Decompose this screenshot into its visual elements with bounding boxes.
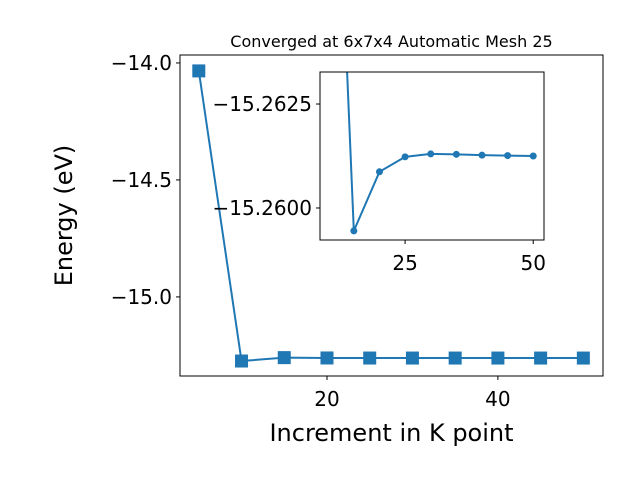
x-tick-label: 20 (314, 387, 339, 411)
marker (192, 64, 206, 78)
x-tick-label: 25 (392, 251, 417, 275)
x-tick-label: 50 (521, 251, 546, 275)
marker (350, 227, 358, 235)
marker (427, 150, 435, 158)
marker (235, 354, 249, 368)
chart-title: Converged at 6x7x4 Automatic Mesh 25 (230, 32, 552, 51)
marker (478, 151, 486, 159)
y-axis-label: Energy (eV) (50, 145, 78, 287)
axes-frame (319, 71, 545, 241)
y-tick-label: −15.0 (111, 285, 172, 309)
marker (277, 351, 291, 365)
y-tick-label: −15.2600 (213, 196, 312, 220)
axes-frame (179, 54, 604, 377)
x-axis-label: Increment in K point (269, 419, 513, 447)
y-tick-label: −14.5 (111, 168, 172, 192)
series-line (197, 70, 584, 363)
marker (401, 153, 409, 161)
marker (363, 351, 377, 365)
marker (452, 150, 460, 158)
y-tick-label: −15.2625 (213, 92, 312, 116)
marker (491, 351, 505, 365)
plot-area (192, 64, 590, 368)
y-tick-label: −14.0 (111, 51, 172, 75)
marker (504, 152, 512, 160)
marker (375, 168, 383, 176)
marker (529, 152, 537, 160)
marker (405, 351, 419, 365)
marker (576, 351, 590, 365)
marker (534, 351, 548, 365)
x-tick-label: 40 (485, 387, 510, 411)
plot-area (346, 72, 537, 235)
marker (448, 351, 462, 365)
marker (320, 351, 334, 365)
